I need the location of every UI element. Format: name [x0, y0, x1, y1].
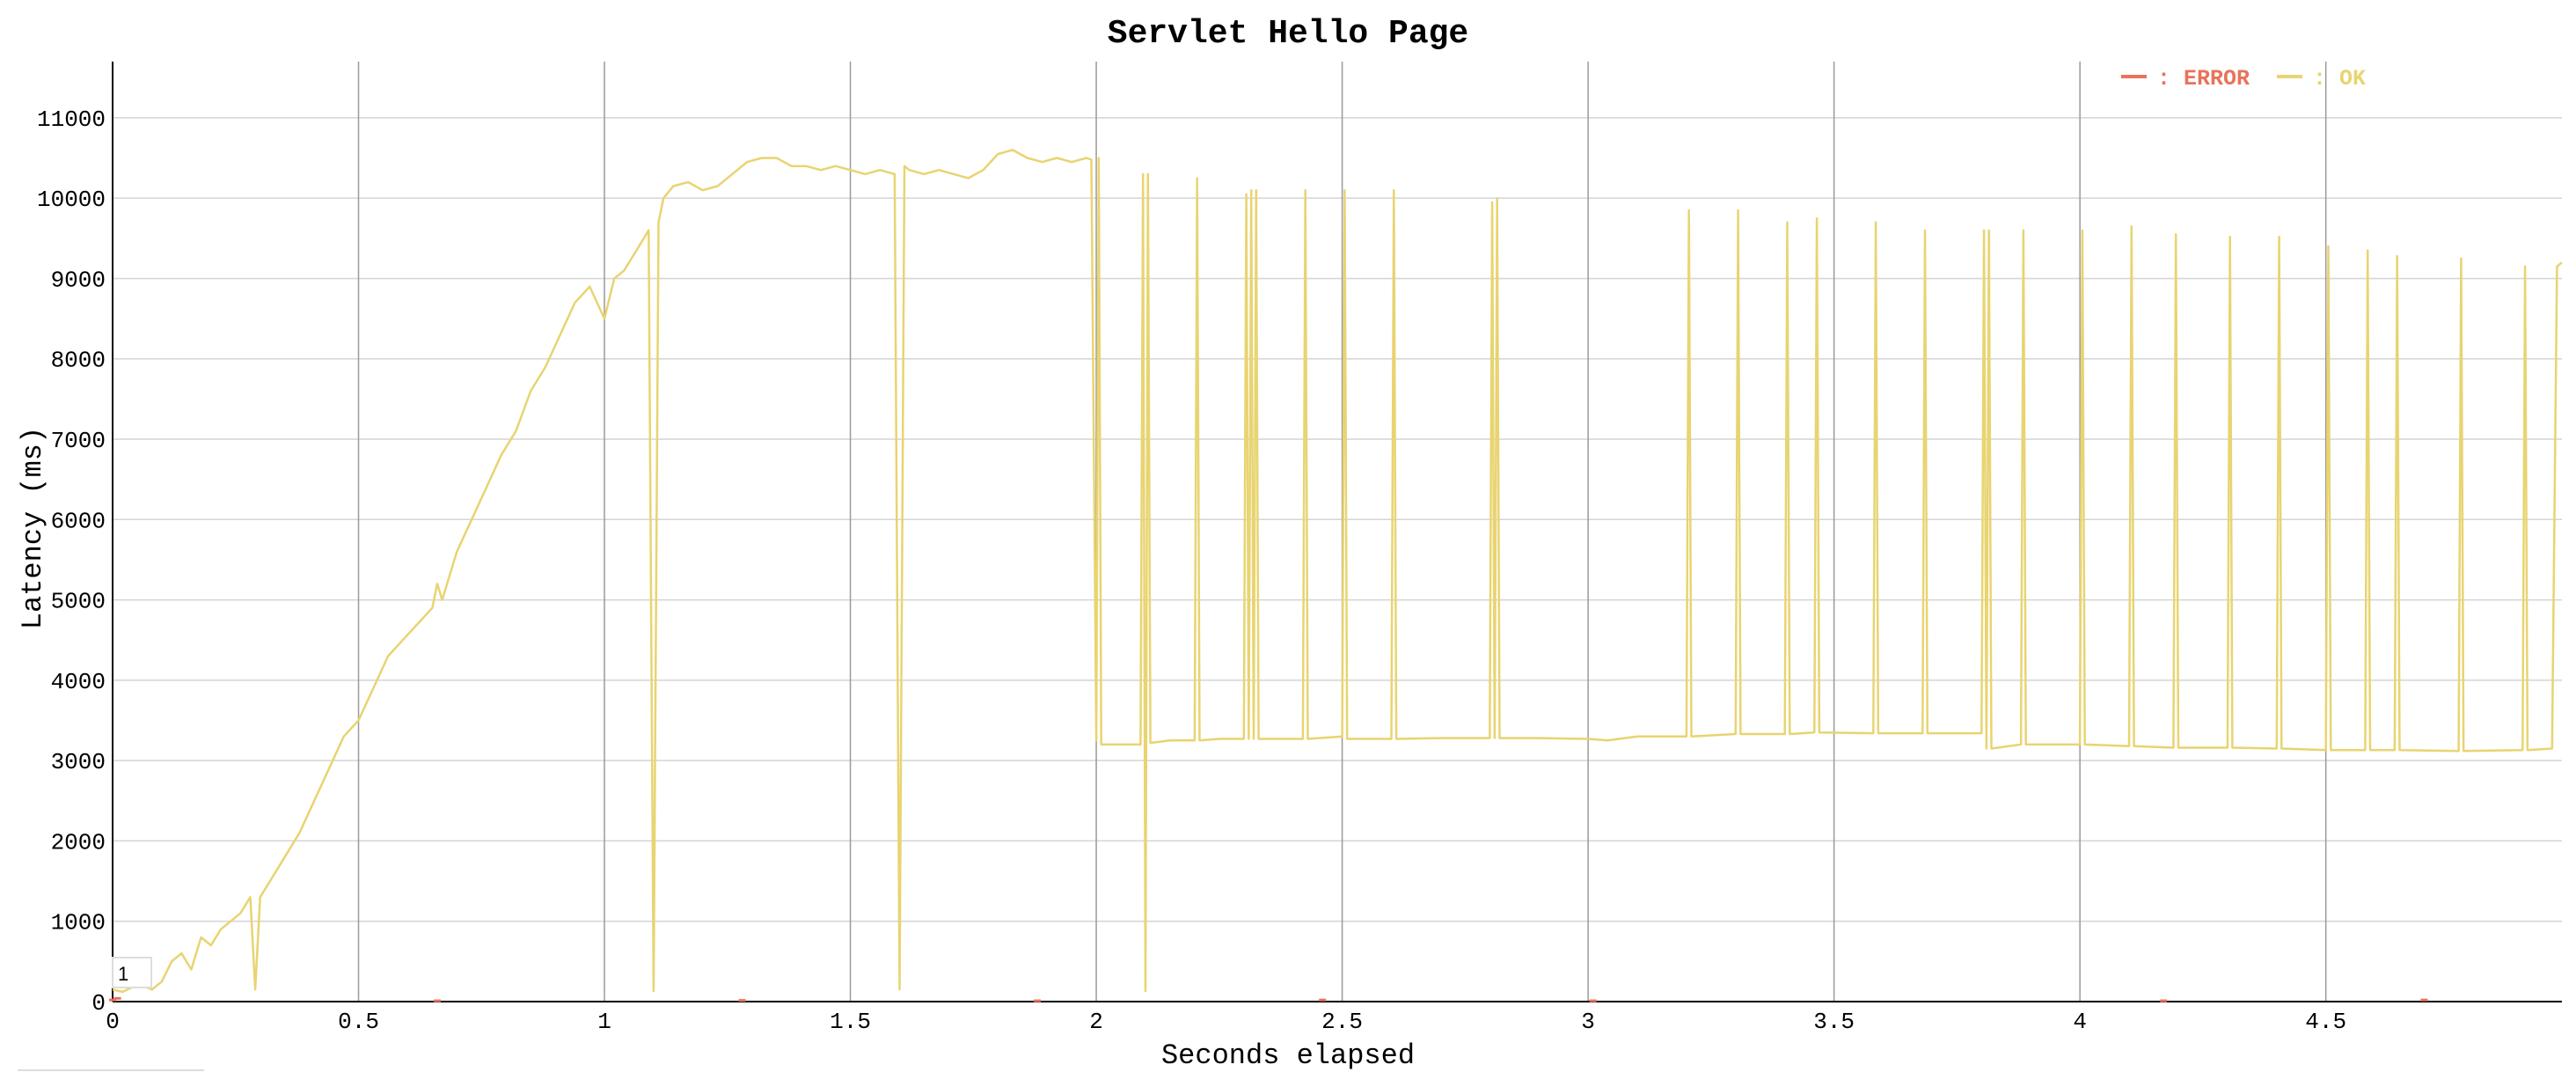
y-tick-label: 7000 — [51, 428, 106, 454]
y-tick-label: 5000 — [51, 589, 106, 615]
x-axis-label: Seconds elapsed — [1161, 1039, 1415, 1072]
x-tick-label: 3 — [1581, 1009, 1595, 1035]
x-tick-label: 4 — [2073, 1009, 2087, 1035]
y-axis-label: Latency (ms) — [17, 427, 49, 629]
y-tick-label: 2000 — [51, 829, 106, 855]
y-tick-label: 6000 — [51, 508, 106, 534]
grid — [113, 62, 2562, 1002]
legend: : ERROR : OK — [2121, 66, 2366, 92]
marker-badge: 1 — [112, 957, 152, 988]
axes — [112, 62, 2562, 1002]
series-line-ok — [112, 149, 2563, 994]
x-tick-label: 0.5 — [338, 1009, 379, 1035]
chart-title: Servlet Hello Page — [1108, 15, 1468, 53]
y-tick-label: 8000 — [51, 348, 106, 374]
legend-label-error: : ERROR — [2157, 66, 2250, 92]
x-tick-label: 1 — [597, 1009, 611, 1035]
marker-badge-label: 1 — [118, 963, 128, 985]
x-tick-label: 1.5 — [830, 1009, 871, 1035]
y-tick-label: 9000 — [51, 267, 106, 293]
y-tick-label: 4000 — [51, 669, 106, 695]
y-tick-label: 11000 — [37, 106, 106, 133]
y-tick-label: 10000 — [37, 187, 106, 213]
x-tick-label: 2.5 — [1321, 1009, 1363, 1035]
tick-labels: 0100020003000400050006000700080009000100… — [37, 106, 2346, 1035]
y-tick-label: 3000 — [51, 749, 106, 775]
series-lines — [109, 149, 2563, 1002]
marker-badge-box — [112, 957, 152, 988]
y-tick-label: 0 — [91, 990, 106, 1017]
x-tick-label: 4.5 — [2305, 1009, 2346, 1035]
x-tick-label: 0 — [106, 1009, 120, 1035]
x-tick-label: 3.5 — [1813, 1009, 1855, 1035]
y-tick-label: 1000 — [51, 910, 106, 936]
legend-label-ok: : OK — [2313, 66, 2366, 92]
x-tick-label: 2 — [1089, 1009, 1103, 1035]
